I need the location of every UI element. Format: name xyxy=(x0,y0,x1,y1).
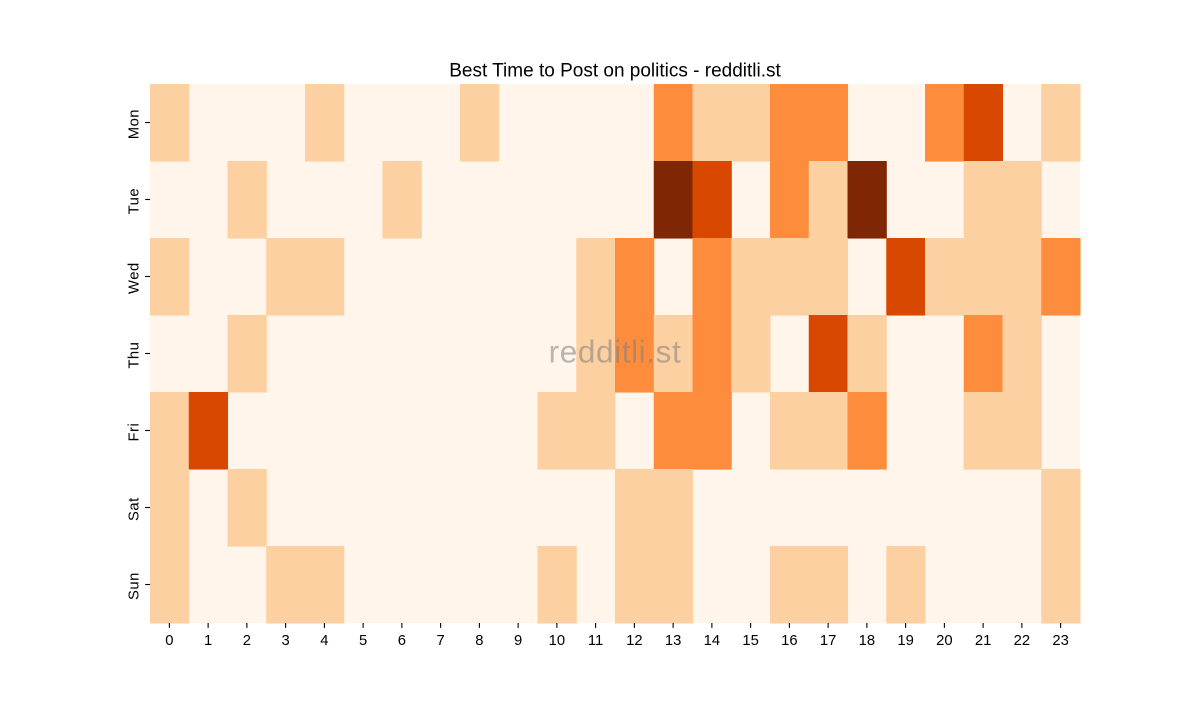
svg-text:12: 12 xyxy=(626,633,642,649)
svg-text:15: 15 xyxy=(742,633,758,649)
svg-text:Mon: Mon xyxy=(126,109,142,139)
svg-text:11: 11 xyxy=(588,633,603,649)
svg-text:19: 19 xyxy=(897,633,913,649)
svg-text:23: 23 xyxy=(1052,633,1068,649)
svg-text:Tue: Tue xyxy=(126,188,142,214)
svg-text:21: 21 xyxy=(975,633,991,649)
svg-text:redditli.st: redditli.st xyxy=(549,334,682,370)
svg-text:22: 22 xyxy=(1014,633,1030,649)
svg-text:6: 6 xyxy=(398,633,406,649)
svg-text:13: 13 xyxy=(665,633,681,649)
svg-text:20: 20 xyxy=(936,633,952,649)
svg-text:4: 4 xyxy=(320,633,328,649)
svg-text:17: 17 xyxy=(820,633,836,649)
svg-text:Sat: Sat xyxy=(126,497,142,521)
svg-text:Thu: Thu xyxy=(126,342,142,369)
svg-text:18: 18 xyxy=(859,633,875,649)
svg-text:10: 10 xyxy=(549,633,565,649)
svg-text:Wed: Wed xyxy=(126,262,142,294)
svg-text:7: 7 xyxy=(437,633,445,649)
svg-text:8: 8 xyxy=(475,633,483,649)
svg-text:3: 3 xyxy=(282,633,290,649)
svg-text:Fri: Fri xyxy=(126,423,142,442)
svg-text:5: 5 xyxy=(359,633,367,649)
svg-text:2: 2 xyxy=(243,633,251,649)
svg-text:0: 0 xyxy=(165,633,173,649)
svg-text:16: 16 xyxy=(781,633,797,649)
svg-text:9: 9 xyxy=(514,633,522,649)
svg-text:1: 1 xyxy=(204,633,212,649)
svg-text:14: 14 xyxy=(704,633,720,649)
svg-text:Best Time to Post on politics: Best Time to Post on politics - redditli… xyxy=(449,60,781,81)
svg-text:Sun: Sun xyxy=(126,572,142,600)
